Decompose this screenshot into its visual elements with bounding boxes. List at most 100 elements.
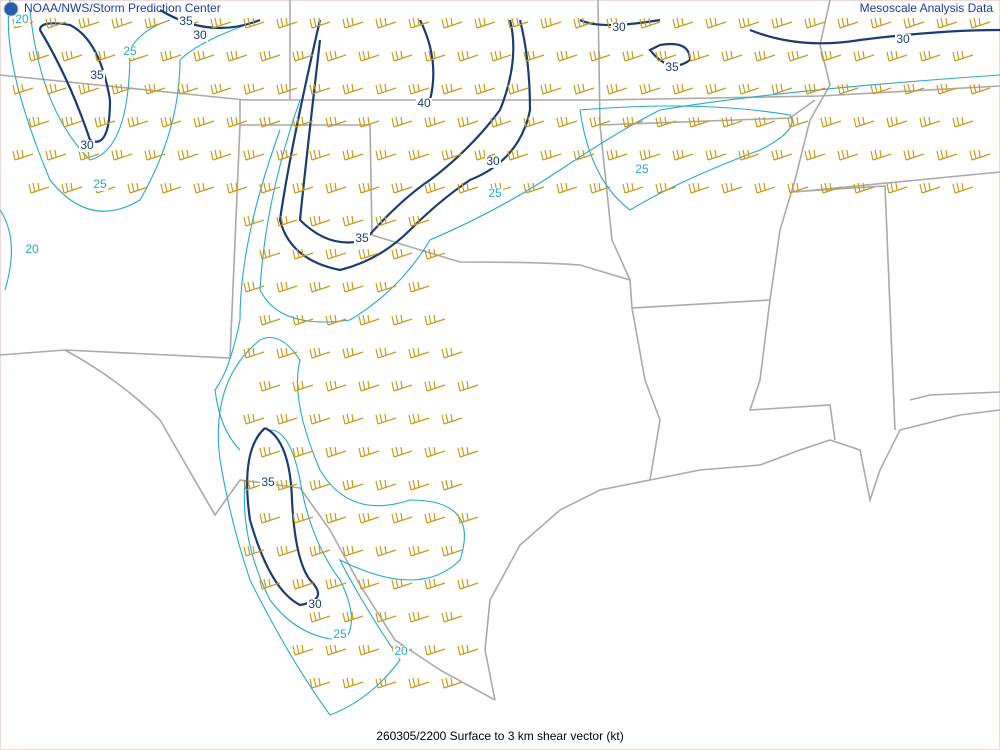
wind-barb [523,182,545,194]
contour-label: 30 [486,154,500,168]
wind-barb [408,347,430,359]
wind-barb [573,149,595,161]
wind-barb [358,116,380,128]
wind-barb [78,149,100,161]
wind-barb [259,50,281,62]
wind-barb [804,83,826,95]
contour-label: 30 [896,32,910,46]
wind-barb [606,83,628,95]
wind-barb [441,83,463,95]
wind-barb [672,17,694,29]
wind-barb [474,83,496,95]
label-background [416,98,432,110]
wind-barb [144,17,166,29]
label-background [332,629,348,641]
wind-barb [358,446,380,458]
wind-barb [622,116,644,128]
wind-barb [342,479,364,491]
wind-barb [309,215,331,227]
wind-barb [144,83,166,95]
wind-barb [193,116,215,128]
contour-label: 30 [193,28,207,42]
contour-label: 35 [179,14,193,28]
wind-barb [45,149,67,161]
wind-barb [292,380,314,392]
contour-label: 20 [394,644,408,658]
wind-barb [837,17,859,29]
wind-barb [738,83,760,95]
wind-barb [408,281,430,293]
wind-barb [787,50,809,62]
contour-label: 20 [25,242,39,256]
wind-barb [342,17,364,29]
wind-barb [358,314,380,326]
wind-barb [408,677,430,689]
wind-barb [441,611,463,623]
wind-barb [556,50,578,62]
wind-barb [952,50,974,62]
label-background [260,477,276,489]
wind-barb [655,50,677,62]
wind-barb [672,83,694,95]
wind-barb [12,149,34,161]
wind-barb [177,83,199,95]
wind-barb [309,17,331,29]
wind-barb [358,512,380,524]
wind-barb [226,50,248,62]
wind-barb [243,347,265,359]
wind-barb [342,413,364,425]
wind-barb [243,545,265,557]
wind-barb [903,149,925,161]
wind-barb [358,50,380,62]
wind-barb [243,215,265,227]
label-background [79,140,95,152]
contour-label: 25 [123,44,137,58]
wind-barb [226,116,248,128]
wind-barb [507,83,529,95]
wind-barb [391,248,413,260]
contour-label: 20 [15,12,29,26]
wind-barb [573,17,595,29]
wind-barb [342,545,364,557]
label-background [611,22,627,34]
state-borders [0,0,1000,701]
wind-barb [408,611,430,623]
wind-barb [210,149,232,161]
label-background [487,188,503,200]
wind-barb [424,446,446,458]
wind-barb [276,413,298,425]
wind-barb [28,182,50,194]
wind-barb [259,578,281,590]
header-left: NOAA/NWS/Storm Prediction Center [24,1,221,15]
wind-barb [325,644,347,656]
wind-barb [457,182,479,194]
wind-barb [424,116,446,128]
wind-barb [259,314,281,326]
contour-label: 25 [488,186,502,200]
wind-barb [969,17,991,29]
wind-barb [391,116,413,128]
wind-barb [292,116,314,128]
wind-barb [61,116,83,128]
wind-barb [358,380,380,392]
wind-barb [94,116,116,128]
wind-barb [738,17,760,29]
wind-barb [325,380,347,392]
wind-barb [540,17,562,29]
wind-barb [292,446,314,458]
contour-label: 25 [333,627,347,641]
wind-barb [457,644,479,656]
wind-barb [441,677,463,689]
wind-barb [870,83,892,95]
label-background [485,156,501,168]
wind-barb [375,545,397,557]
wind-barb [309,83,331,95]
label-background [24,244,40,256]
wind-barb [540,149,562,161]
label-background [664,62,680,74]
wind-barb [837,83,859,95]
wind-barb [342,347,364,359]
wind-barb [309,413,331,425]
